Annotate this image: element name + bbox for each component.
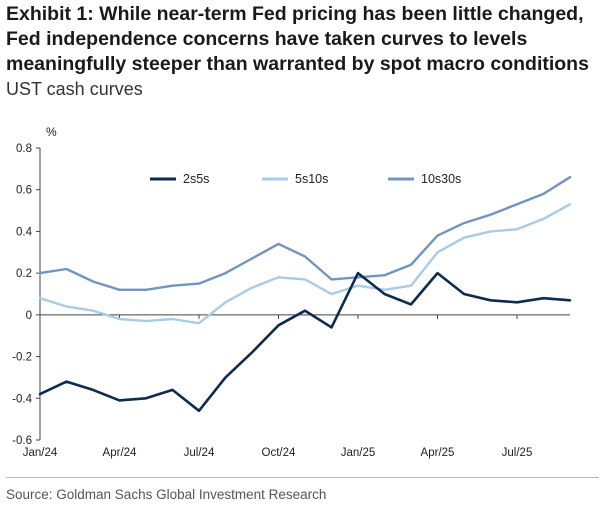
series-line-5s10s	[38, 203, 572, 325]
y-tick-label: 0.2	[16, 268, 32, 280]
legend-label-5s10s: 5s10s	[295, 172, 328, 186]
legend-label-2s5s: 2s5s	[183, 172, 209, 186]
x-tick-label: Oct/24	[262, 447, 296, 459]
chart-subtitle: UST cash curves	[6, 79, 143, 99]
x-tick-label: Jan/25	[341, 447, 376, 459]
y-tick-label: 0.4	[16, 226, 33, 238]
y-tick-label: -0.2	[12, 352, 32, 364]
series-line-10s30s	[38, 175, 572, 292]
source-note: Source: Goldman Sachs Global Investment …	[6, 487, 327, 502]
y-tick-label: 0.6	[16, 185, 32, 197]
x-tick-label: Apr/24	[103, 447, 137, 459]
chart-title: Exhibit 1: While near-term Fed pricing h…	[6, 3, 589, 75]
y-tick-label: -0.4	[12, 393, 32, 405]
y-tick-label: 0.8	[16, 143, 32, 155]
y-tick-label: -0.6	[12, 435, 32, 447]
footer-divider	[6, 477, 599, 478]
y-axis-label: %	[46, 125, 57, 139]
chart-series	[38, 175, 572, 413]
x-tick-label: Apr/25	[421, 447, 455, 459]
x-tick-label: Jan/24	[23, 447, 58, 459]
x-tick-label: Jul/25	[502, 447, 533, 459]
series-line-2s5s	[38, 271, 572, 413]
x-tick-label: Jul/24	[184, 447, 215, 459]
chart-legend: 2s5s 5s10s 10s30s	[150, 172, 461, 186]
legend-label-10s30s: 10s30s	[421, 172, 461, 186]
y-tick-label: 0	[26, 310, 32, 322]
